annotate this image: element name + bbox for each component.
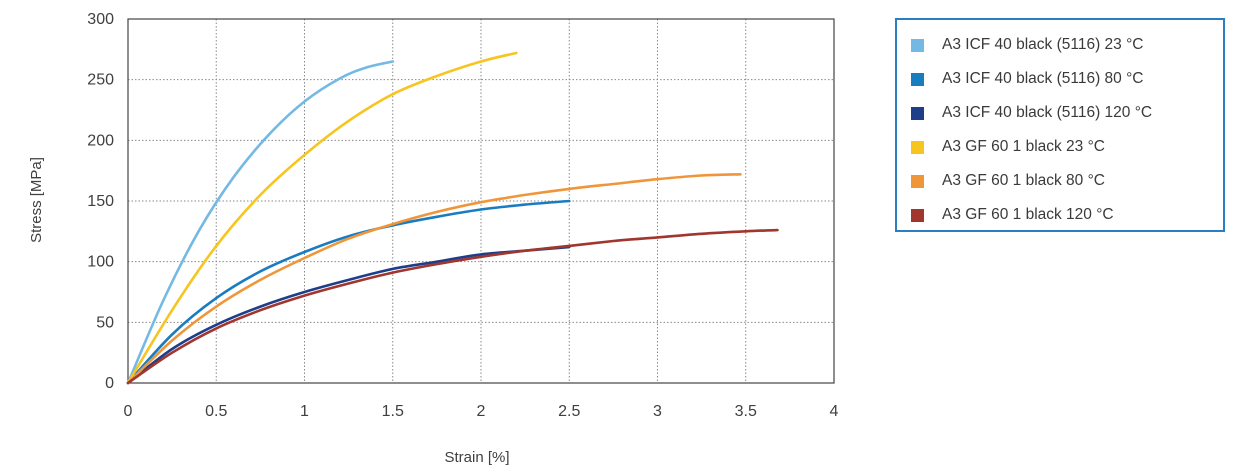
x-tick-label: 3 [653,403,662,420]
y-axis-title: Stress [MPa] [28,157,45,243]
x-axis-title: Strain [%] [444,449,509,466]
series-line-4 [128,53,516,383]
legend-item: A3 ICF 40 black (5116) 23 °C [911,28,1223,62]
legend-label: A3 GF 60 1 black 120 °C [942,206,1114,224]
legend-label: A3 GF 60 1 black 80 °C [942,172,1105,190]
series-lines [128,53,778,383]
y-tick-labels: 0 50 100 150 200 250 300 [87,11,114,392]
stress-strain-chart: 0 0.5 1 1.5 2 2.5 3 3.5 4 0 50 100 150 200 250 300 Str… [0,0,880,468]
legend-item: A3 ICF 40 black (5116) 80 °C [911,62,1223,96]
series-line-5 [128,174,741,383]
y-tick-label: 150 [87,193,114,210]
y-tick-label: 0 [105,375,114,392]
legend-label: A3 ICF 40 black (5116) 120 °C [942,104,1152,122]
legend-label: A3 ICF 40 black (5116) 23 °C [942,36,1143,54]
legend-item: A3 GF 60 1 black 80 °C [911,164,1223,198]
legend-swatch [911,209,924,222]
x-tick-label: 0 [124,403,133,420]
legend-swatch [911,73,924,86]
y-tick-label: 100 [87,254,114,271]
legend-swatch [911,39,924,52]
x-tick-label: 4 [830,403,839,420]
x-tick-labels: 0 0.5 1 1.5 2 2.5 3 3.5 4 [124,403,839,420]
series-line-1 [128,62,393,384]
x-tick-label: 2 [477,403,486,420]
x-tick-label: 3.5 [735,403,757,420]
chart-legend: A3 ICF 40 black (5116) 23 °C A3 ICF 40 bl… [895,18,1225,232]
y-tick-label: 300 [87,11,114,28]
x-tick-label: 2.5 [558,403,580,420]
legend-swatch [911,107,924,120]
series-line-6 [128,230,778,383]
legend-swatch [911,175,924,188]
x-tick-label: 1.5 [382,403,404,420]
y-tick-label: 250 [87,72,114,89]
legend-item: A3 ICF 40 black (5116) 120 °C [911,96,1223,130]
legend-swatch [911,141,924,154]
legend-label: A3 GF 60 1 black 23 °C [942,138,1105,156]
y-tick-label: 50 [96,314,114,331]
legend-label: A3 ICF 40 black (5116) 80 °C [942,70,1143,88]
legend-item: A3 GF 60 1 black 23 °C [911,130,1223,164]
y-tick-label: 200 [87,132,114,149]
x-tick-label: 1 [300,403,309,420]
x-tick-label: 0.5 [205,403,227,420]
series-line-2 [128,201,569,383]
legend-item: A3 GF 60 1 black 120 °C [911,198,1223,232]
